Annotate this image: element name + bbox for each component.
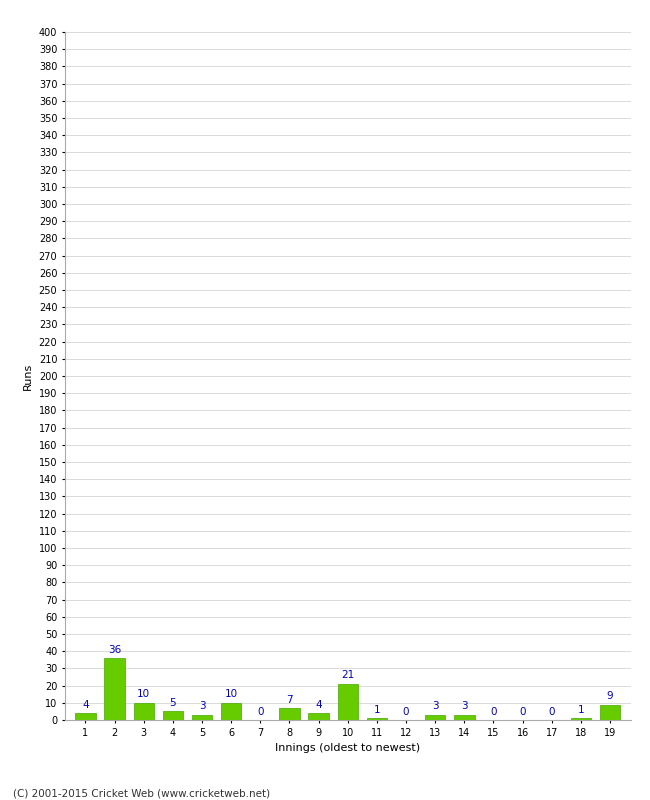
Bar bbox=[571, 718, 591, 720]
Bar bbox=[308, 713, 329, 720]
Text: 9: 9 bbox=[607, 691, 614, 701]
Bar bbox=[367, 718, 387, 720]
Text: 10: 10 bbox=[225, 690, 238, 699]
Text: 1: 1 bbox=[374, 705, 380, 715]
Text: 0: 0 bbox=[490, 706, 497, 717]
Bar bbox=[600, 705, 620, 720]
Text: 10: 10 bbox=[137, 690, 150, 699]
Text: 3: 3 bbox=[199, 702, 205, 711]
Text: 0: 0 bbox=[403, 706, 410, 717]
Bar bbox=[454, 715, 474, 720]
Bar bbox=[425, 715, 445, 720]
Text: 21: 21 bbox=[341, 670, 354, 681]
Y-axis label: Runs: Runs bbox=[23, 362, 33, 390]
Text: 5: 5 bbox=[170, 698, 176, 708]
Bar bbox=[337, 684, 358, 720]
Bar bbox=[221, 702, 241, 720]
Text: 1: 1 bbox=[578, 705, 584, 715]
Text: 7: 7 bbox=[286, 694, 292, 705]
Bar bbox=[105, 658, 125, 720]
Text: 0: 0 bbox=[549, 706, 555, 717]
Text: 36: 36 bbox=[108, 645, 121, 654]
Text: 0: 0 bbox=[257, 706, 263, 717]
Text: 4: 4 bbox=[82, 700, 88, 710]
Bar bbox=[280, 708, 300, 720]
Bar bbox=[192, 715, 212, 720]
Bar bbox=[75, 713, 96, 720]
Bar bbox=[133, 702, 154, 720]
X-axis label: Innings (oldest to newest): Innings (oldest to newest) bbox=[275, 743, 421, 753]
Text: 3: 3 bbox=[432, 702, 439, 711]
Text: 4: 4 bbox=[315, 700, 322, 710]
Text: 0: 0 bbox=[519, 706, 526, 717]
Bar bbox=[162, 711, 183, 720]
Text: (C) 2001-2015 Cricket Web (www.cricketweb.net): (C) 2001-2015 Cricket Web (www.cricketwe… bbox=[13, 788, 270, 798]
Text: 3: 3 bbox=[461, 702, 467, 711]
